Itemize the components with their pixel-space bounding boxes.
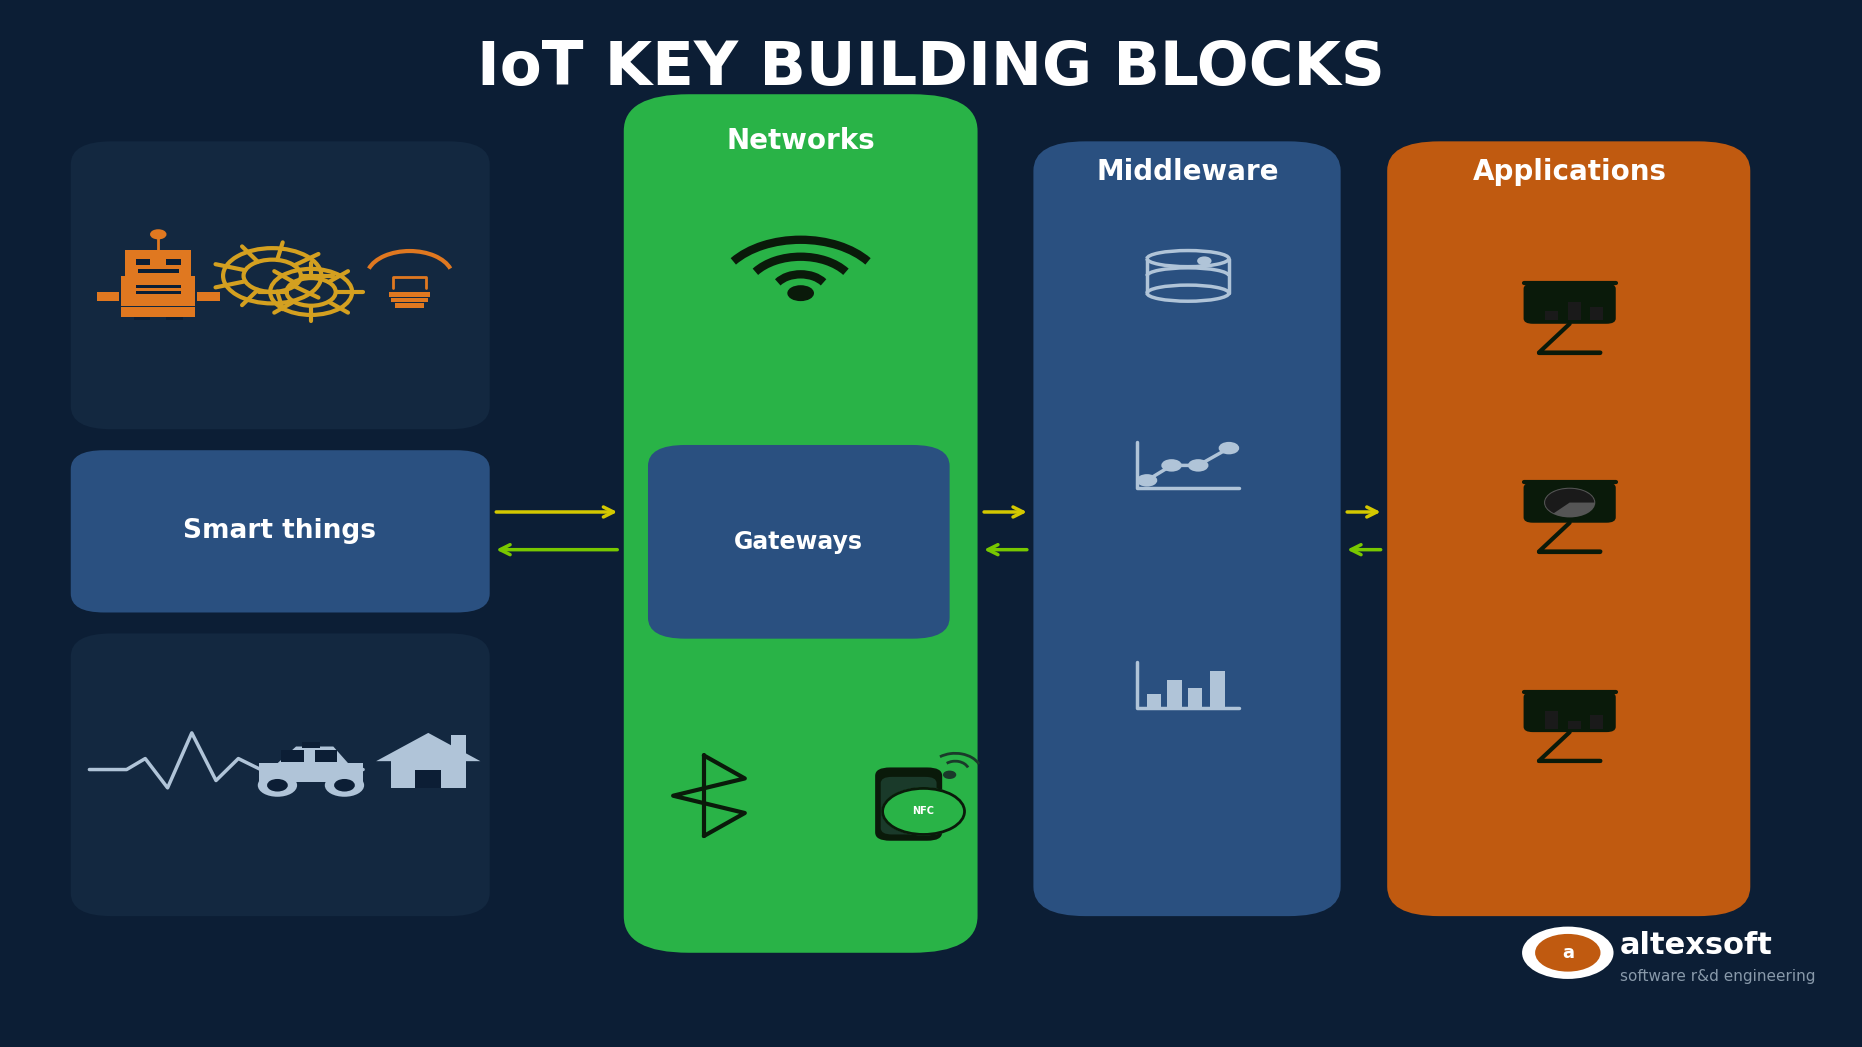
Polygon shape [376, 733, 480, 761]
Bar [395, 304, 425, 308]
Bar [451, 735, 466, 754]
FancyBboxPatch shape [1523, 284, 1616, 324]
Bar [138, 269, 179, 273]
Bar [259, 763, 363, 782]
Circle shape [944, 772, 955, 778]
Text: Networks: Networks [726, 128, 875, 155]
FancyBboxPatch shape [881, 777, 937, 834]
Wedge shape [1545, 489, 1594, 513]
Circle shape [259, 775, 296, 796]
FancyBboxPatch shape [648, 445, 950, 639]
Bar [391, 761, 466, 788]
Text: Smart things: Smart things [182, 518, 376, 543]
Bar [136, 285, 181, 288]
Circle shape [1536, 935, 1599, 971]
Circle shape [788, 286, 814, 300]
Circle shape [268, 780, 287, 790]
Circle shape [1220, 443, 1238, 453]
Circle shape [883, 788, 965, 834]
Circle shape [151, 230, 166, 239]
Bar [136, 291, 181, 294]
Text: Middleware: Middleware [1097, 158, 1279, 185]
Bar [1545, 311, 1558, 320]
Bar [1210, 671, 1225, 708]
Bar [315, 750, 337, 762]
Circle shape [1190, 461, 1207, 470]
FancyBboxPatch shape [71, 450, 490, 612]
Bar [125, 250, 192, 275]
Bar [134, 316, 151, 319]
Bar [1590, 307, 1603, 320]
Circle shape [335, 780, 354, 790]
Text: altexsoft: altexsoft [1620, 931, 1773, 960]
Bar [1568, 302, 1581, 320]
Bar [121, 275, 196, 306]
Circle shape [1199, 258, 1210, 264]
Bar [1590, 715, 1603, 729]
Text: IoT KEY BUILDING BLOCKS: IoT KEY BUILDING BLOCKS [477, 39, 1385, 97]
Bar [166, 316, 182, 319]
FancyBboxPatch shape [71, 141, 490, 429]
FancyBboxPatch shape [1033, 141, 1341, 916]
Circle shape [1162, 461, 1181, 470]
Circle shape [1138, 475, 1156, 486]
Circle shape [326, 775, 363, 796]
Text: software r&d engineering: software r&d engineering [1620, 970, 1815, 984]
Bar [281, 750, 304, 762]
FancyBboxPatch shape [875, 767, 942, 841]
FancyBboxPatch shape [71, 633, 490, 916]
FancyBboxPatch shape [624, 94, 978, 953]
Bar [1167, 680, 1182, 708]
Circle shape [1523, 928, 1612, 978]
Circle shape [1545, 489, 1594, 516]
Polygon shape [277, 747, 348, 763]
Bar [1188, 688, 1203, 708]
Text: Applications: Applications [1473, 158, 1666, 185]
FancyBboxPatch shape [1387, 141, 1750, 916]
Bar [136, 259, 151, 266]
Text: NFC: NFC [912, 806, 935, 817]
FancyBboxPatch shape [1523, 692, 1616, 732]
Text: Gateways: Gateways [734, 531, 864, 554]
FancyBboxPatch shape [1523, 483, 1616, 522]
Bar [302, 742, 320, 748]
Text: a: a [1562, 943, 1573, 962]
Bar [1147, 694, 1162, 708]
Bar [121, 307, 196, 317]
Bar [389, 292, 430, 296]
Bar [1545, 711, 1558, 729]
Bar [97, 292, 119, 302]
Bar [415, 770, 441, 788]
Bar [391, 297, 428, 303]
Bar [197, 292, 220, 302]
Bar [1568, 720, 1581, 729]
Bar [166, 259, 181, 266]
